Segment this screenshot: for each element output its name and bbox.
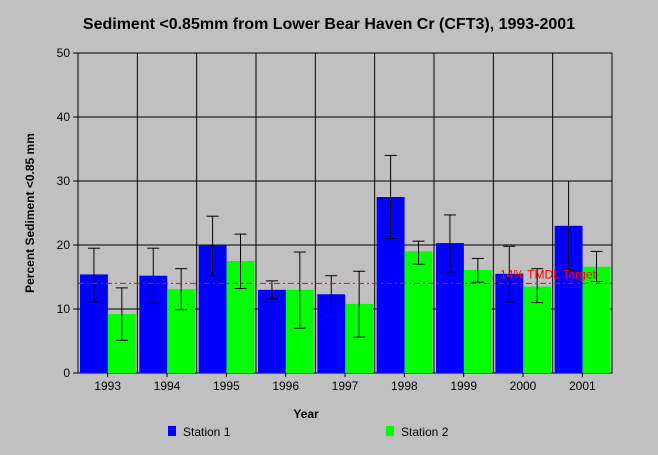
y-tick-label: 0 <box>63 366 70 380</box>
x-axis-label: Year <box>293 407 319 421</box>
legend-swatch <box>168 426 176 436</box>
y-tick-label: 50 <box>57 46 71 60</box>
x-tick-label: 2001 <box>569 379 596 393</box>
x-tick-label: 1998 <box>391 379 418 393</box>
x-tick-label: 1997 <box>332 379 359 393</box>
x-tick-label: 2000 <box>510 379 537 393</box>
x-tick-label: 1999 <box>450 379 477 393</box>
y-tick-label: 30 <box>57 174 71 188</box>
y-tick-label: 40 <box>57 110 71 124</box>
x-tick-label: 1995 <box>213 379 240 393</box>
y-axis-label: Percent Sediment <0.85 mm <box>23 133 37 293</box>
x-tick-label: 1996 <box>272 379 299 393</box>
chart-title: Sediment <0.85mm from Lower Bear Haven C… <box>83 16 575 33</box>
bar-station-2-1999 <box>463 269 492 373</box>
legend-swatch <box>386 426 394 436</box>
y-axis-ticks: 0 10 20 30 40 50 <box>57 46 78 380</box>
x-axis-ticks: 1993 1994 1995 1996 1997 1998 1999 2000 2001 <box>94 373 596 393</box>
legend: Station 1 Station 2 <box>168 425 449 439</box>
legend-label: Station 1 <box>183 425 231 439</box>
bar-station-1-1996 <box>258 289 286 373</box>
reference-line-group: 14% TMDL Target <box>78 267 612 284</box>
legend-label: Station 2 <box>401 425 449 439</box>
y-tick-label: 10 <box>57 302 71 316</box>
x-tick-label: 1993 <box>94 379 121 393</box>
y-tick-label: 20 <box>57 238 71 252</box>
error-bars <box>87 154 603 341</box>
bar-station-2-2001 <box>582 266 611 373</box>
x-tick-label: 1994 <box>154 379 181 393</box>
tmdl-target-label: 14% TMDL Target <box>500 267 596 281</box>
bar-station-2-1998 <box>404 251 433 373</box>
